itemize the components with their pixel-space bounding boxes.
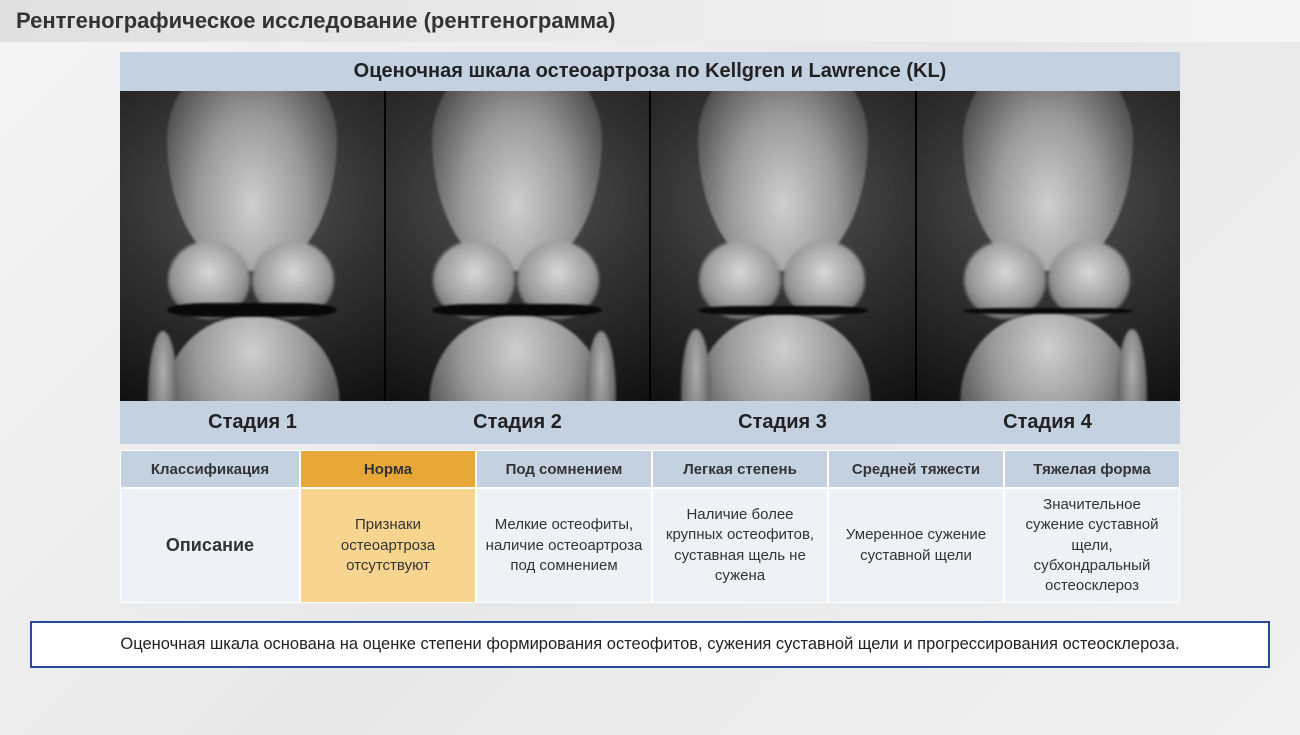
panel-title: Оценочная шкала остеоартроза по Kellgren… bbox=[120, 52, 1180, 91]
table-body-cell: Умеренное сужение суставной щели bbox=[828, 488, 1004, 603]
page-title: Рентгенографическое исследование (рентге… bbox=[0, 0, 1300, 42]
table-header-cell: Тяжелая форма bbox=[1004, 450, 1180, 488]
stage-label: Стадия 1 bbox=[120, 401, 385, 444]
table-header-cell: Легкая степень bbox=[652, 450, 828, 488]
xray-image bbox=[386, 91, 650, 401]
footnote: Оценочная шкала основана на оценке степе… bbox=[30, 621, 1270, 668]
xray-image bbox=[120, 91, 384, 401]
stage-label: Стадия 3 bbox=[650, 401, 915, 444]
main-panel: Оценочная шкала остеоартроза по Kellgren… bbox=[0, 42, 1300, 603]
classification-table: КлассификацияНормаПод сомнениемЛегкая ст… bbox=[120, 450, 1180, 603]
stage-row: Стадия 1 Стадия 2 Стадия 3 Стадия 4 bbox=[120, 401, 1180, 444]
table-body-cell: Мелкие остеофиты, наличие остеоартроза п… bbox=[476, 488, 652, 603]
table-body-cell: Значительное сужение суставной щели, суб… bbox=[1004, 488, 1180, 603]
table-header-cell: Норма bbox=[300, 450, 476, 488]
stage-label: Стадия 2 bbox=[385, 401, 650, 444]
table-body-cell: Наличие более крупных остеофитов, сустав… bbox=[652, 488, 828, 603]
xray-image bbox=[917, 91, 1181, 401]
table-body-cell: Признаки остеоартроза отсутствуют bbox=[300, 488, 476, 603]
table-row-label: Классификация bbox=[120, 450, 300, 488]
stage-label: Стадия 4 bbox=[915, 401, 1180, 444]
xray-image bbox=[651, 91, 915, 401]
table-header-cell: Средней тяжести bbox=[828, 450, 1004, 488]
table-row-label: Описание bbox=[120, 488, 300, 603]
table-header-cell: Под сомнением bbox=[476, 450, 652, 488]
xray-row bbox=[120, 91, 1180, 401]
